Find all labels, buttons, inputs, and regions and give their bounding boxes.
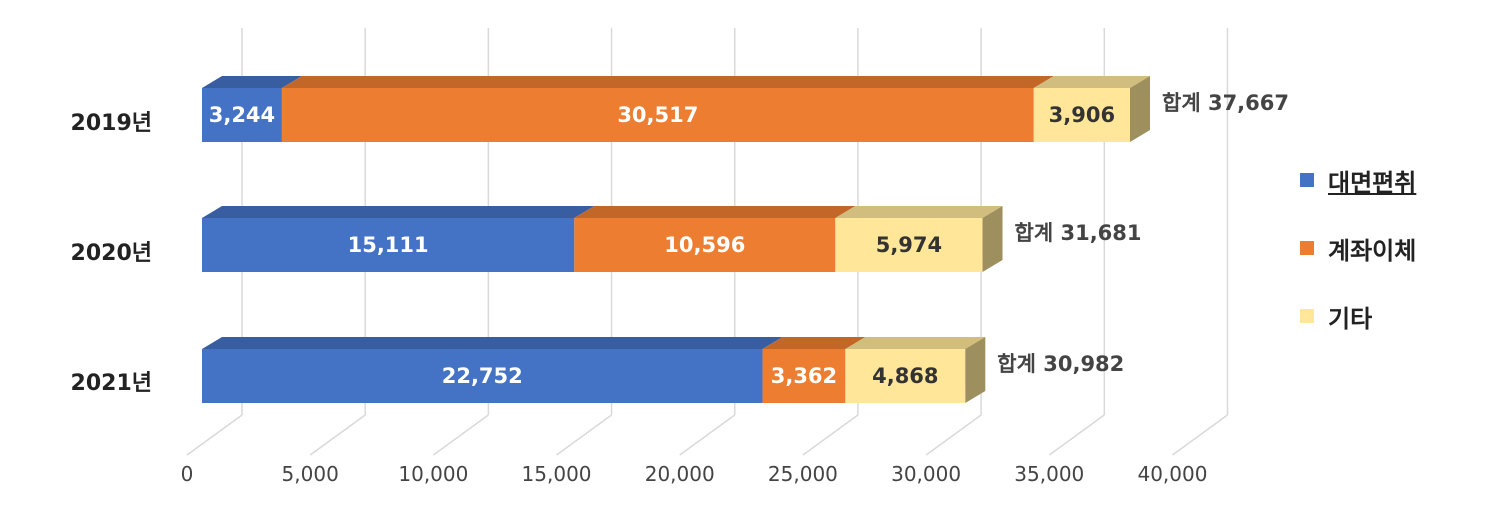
- floor-line-5: [802, 414, 859, 456]
- bar-front-2-2: [845, 349, 966, 403]
- x-axis-ticks: 0 5,000 10,000 15,000 20,000 25,000 30,000 35,0…: [181, 462, 1208, 486]
- bar-1-2: 5,974: [835, 206, 1003, 272]
- data-label-0-2: 3,906: [1049, 103, 1115, 127]
- bar-0-0: 3,244: [202, 76, 302, 142]
- bar-0-2: 3,906: [1033, 76, 1150, 142]
- x-tick-label-0: 0: [181, 462, 194, 486]
- bar-1-0: 15,111: [202, 206, 595, 272]
- bar-top-0-0: [202, 76, 302, 88]
- legend-label-2: 기타: [1328, 304, 1373, 333]
- x-tick-label-3: 15,000: [522, 462, 592, 486]
- x-tick-label-5: 25,000: [768, 462, 838, 486]
- floor-line-6: [925, 414, 982, 456]
- legend-swatch-2: [1300, 309, 1314, 323]
- bar-front-1-2: [835, 218, 983, 272]
- bar-top-0-1: [281, 76, 1054, 88]
- bar-front-0-1: [281, 88, 1034, 142]
- bar-front-1-0: [202, 218, 575, 272]
- bar-top-2-1: [762, 337, 866, 349]
- data-label-1-0: 15,111: [348, 233, 429, 257]
- bar-side-1: [982, 206, 1003, 272]
- floor-line-7: [1048, 414, 1105, 456]
- bar-2-2: 4,868: [845, 337, 986, 403]
- data-label-2-2: 4,868: [872, 364, 938, 388]
- legend-item-1: 계좌이체: [1300, 233, 1490, 265]
- data-label-2-0: 22,752: [442, 364, 523, 388]
- x-tick-label-4: 20,000: [645, 462, 715, 486]
- legend: 대면편취 계좌이체 기타: [1300, 165, 1490, 369]
- legend-swatch-0: [1300, 173, 1314, 187]
- floor-line-0: [186, 414, 243, 456]
- bar-top-1-2: [835, 206, 1003, 218]
- data-label-2-1: 3,362: [771, 364, 837, 388]
- x-tick-label-2: 10,000: [398, 462, 468, 486]
- legend-label-0: 대면편취: [1328, 168, 1417, 197]
- bar-top-0-2: [1033, 76, 1150, 88]
- bar-front-2-0: [202, 349, 763, 403]
- x-tick-label-7: 35,000: [1014, 462, 1084, 486]
- bar-1-1: 10,596: [574, 206, 856, 272]
- bar-front-0-0: [202, 88, 282, 142]
- bar-front-1-1: [574, 218, 836, 272]
- category-label-0: 2019년: [71, 111, 152, 136]
- data-label-1-2: 5,974: [876, 233, 942, 257]
- total-labels: 합계 37,667 합계 31,681 합계 30,982: [997, 91, 1289, 376]
- floor-line-1: [309, 414, 366, 456]
- bar-side-2: [965, 337, 986, 403]
- bar-2-0: 22,752: [202, 337, 783, 403]
- legend-swatch-1: [1300, 241, 1314, 255]
- bar-top-2-0: [202, 337, 783, 349]
- total-label-0: 합계 37,667: [1162, 91, 1289, 115]
- floor-line-4: [679, 414, 736, 456]
- bars: 3,244 30,517 3,906 15,111 10,596 5,974 22,752 3…: [202, 76, 1150, 403]
- floor-line-3: [556, 414, 612, 456]
- data-label-0-0: 3,244: [209, 103, 275, 127]
- data-label-0-1: 30,517: [617, 103, 698, 127]
- floor-line-2: [432, 414, 489, 456]
- legend-label-1: 계좌이체: [1328, 236, 1417, 265]
- bar-front-0-2: [1033, 88, 1130, 142]
- x-tick-label-8: 40,000: [1137, 462, 1207, 486]
- bar-0-1: 30,517: [281, 76, 1054, 142]
- data-label-1-1: 10,596: [664, 233, 745, 257]
- bar-2-1: 3,362: [762, 337, 866, 403]
- bar-top-1-1: [574, 206, 856, 218]
- bar-top-2-2: [845, 337, 986, 349]
- legend-item-0: 대면편취: [1300, 165, 1490, 197]
- total-label-1: 합계 31,681: [1015, 221, 1142, 245]
- category-label-1: 2020년: [71, 241, 152, 266]
- bar-top-1-0: [202, 206, 595, 218]
- bar-front-2-1: [762, 349, 846, 403]
- category-labels: 2019년 2020년 2021년: [71, 111, 152, 396]
- total-label-2: 합계 30,982: [997, 352, 1124, 376]
- category-label-2: 2021년: [71, 371, 152, 396]
- floor-line-8: [1172, 414, 1228, 456]
- x-tick-label-1: 5,000: [282, 462, 339, 486]
- x-tick-label-6: 30,000: [891, 462, 961, 486]
- legend-item-2: 기타: [1300, 301, 1490, 333]
- bar-side-0: [1130, 76, 1150, 142]
